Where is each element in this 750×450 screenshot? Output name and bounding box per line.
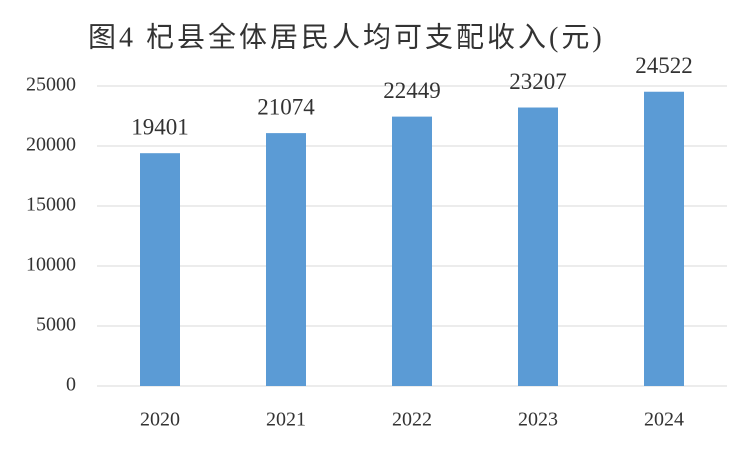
y-tick-label: 25000	[26, 74, 76, 96]
value-label: 23207	[509, 69, 567, 94]
y-tick-label: 0	[66, 374, 76, 396]
value-label: 21074	[257, 94, 315, 119]
value-label: 19401	[131, 114, 189, 139]
y-tick-label: 20000	[26, 134, 76, 156]
x-tick-label: 2020	[140, 409, 180, 431]
chart-title: 图4 杞县全体居民人均可支配收入(元)	[88, 21, 605, 53]
x-tick-label: 2023	[518, 409, 558, 431]
x-tick-label: 2022	[392, 409, 432, 431]
x-tick-label: 2021	[266, 409, 306, 431]
y-tick-label: 5000	[36, 314, 76, 336]
bar	[518, 107, 558, 387]
x-tick-label: 2024	[644, 409, 684, 431]
y-tick-label: 15000	[26, 194, 76, 216]
bar	[644, 91, 684, 387]
bar	[266, 133, 306, 386]
bar	[140, 153, 180, 386]
value-label: 24522	[635, 53, 693, 78]
value-label: 22449	[383, 78, 441, 103]
y-tick-label: 10000	[26, 254, 76, 276]
bar	[392, 116, 432, 386]
